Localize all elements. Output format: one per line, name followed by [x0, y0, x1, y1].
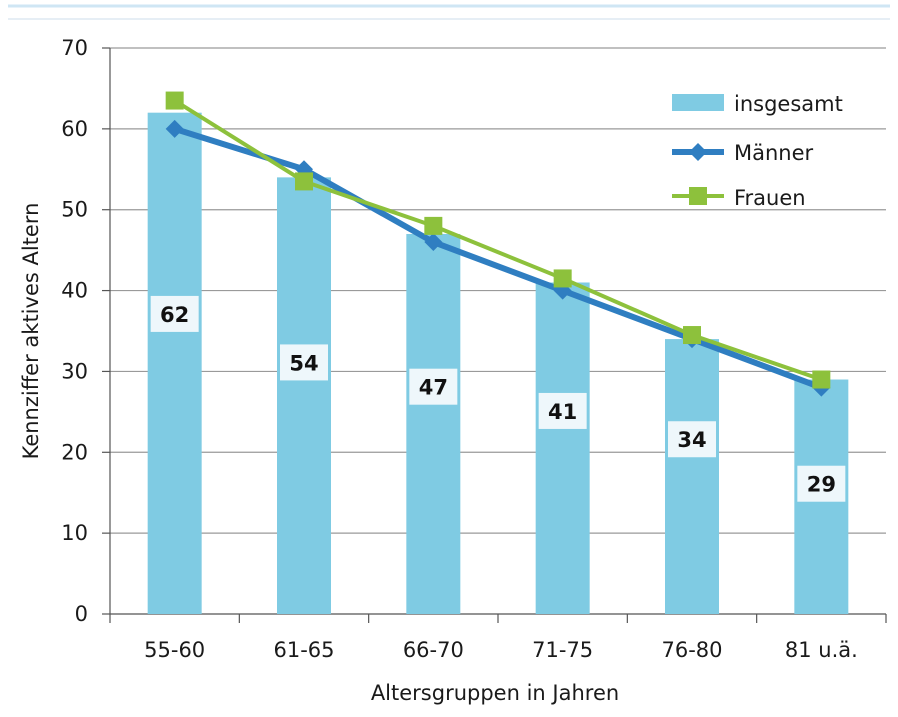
x-tick-label: 55-60 [144, 638, 205, 662]
point-frauen-5 [812, 371, 830, 389]
data-label-0: 62 [160, 303, 189, 327]
y-tick-label: 50 [61, 198, 88, 222]
x-tick-label: 71-75 [532, 638, 593, 662]
legend-marker-frauen [689, 187, 707, 205]
y-tick-label: 40 [61, 279, 88, 303]
y-tick-label: 20 [61, 440, 88, 464]
data-label-2: 47 [419, 376, 448, 400]
legend-label-frauen: Frauen [734, 186, 806, 210]
legend-label-insgesamt: insgesamt [734, 92, 843, 116]
x-tick-label: 76-80 [661, 638, 722, 662]
legend-swatch-insgesamt [672, 94, 724, 111]
y-tick-label: 60 [61, 117, 88, 141]
x-tick-label: 61-65 [273, 638, 334, 662]
y-tick-label: 70 [61, 36, 88, 60]
bar-insgesamt-1 [277, 177, 331, 614]
y-tick-label: 10 [61, 521, 88, 545]
data-label-1: 54 [289, 351, 318, 375]
bar-insgesamt-3 [536, 282, 590, 614]
legend-label-maenner: Männer [734, 141, 814, 165]
point-frauen-3 [554, 269, 572, 287]
bar-insgesamt-4 [665, 339, 719, 614]
bar-insgesamt-0 [148, 113, 202, 614]
bar-insgesamt-2 [406, 234, 460, 614]
point-frauen-1 [295, 172, 313, 190]
data-label-3: 41 [548, 400, 577, 424]
point-frauen-0 [166, 92, 184, 110]
y-axis-title: Kennziffer aktives Altern [19, 203, 43, 460]
x-axis-title: Altersgruppen in Jahren [371, 681, 619, 705]
point-frauen-4 [683, 326, 701, 344]
y-tick-label: 0 [75, 602, 88, 626]
point-frauen-2 [424, 217, 442, 235]
y-tick-label: 30 [61, 359, 88, 383]
data-label-4: 34 [677, 428, 706, 452]
x-tick-label: 66-70 [403, 638, 464, 662]
data-label-5: 29 [807, 473, 836, 497]
x-tick-label: 81 u.ä. [785, 638, 858, 662]
